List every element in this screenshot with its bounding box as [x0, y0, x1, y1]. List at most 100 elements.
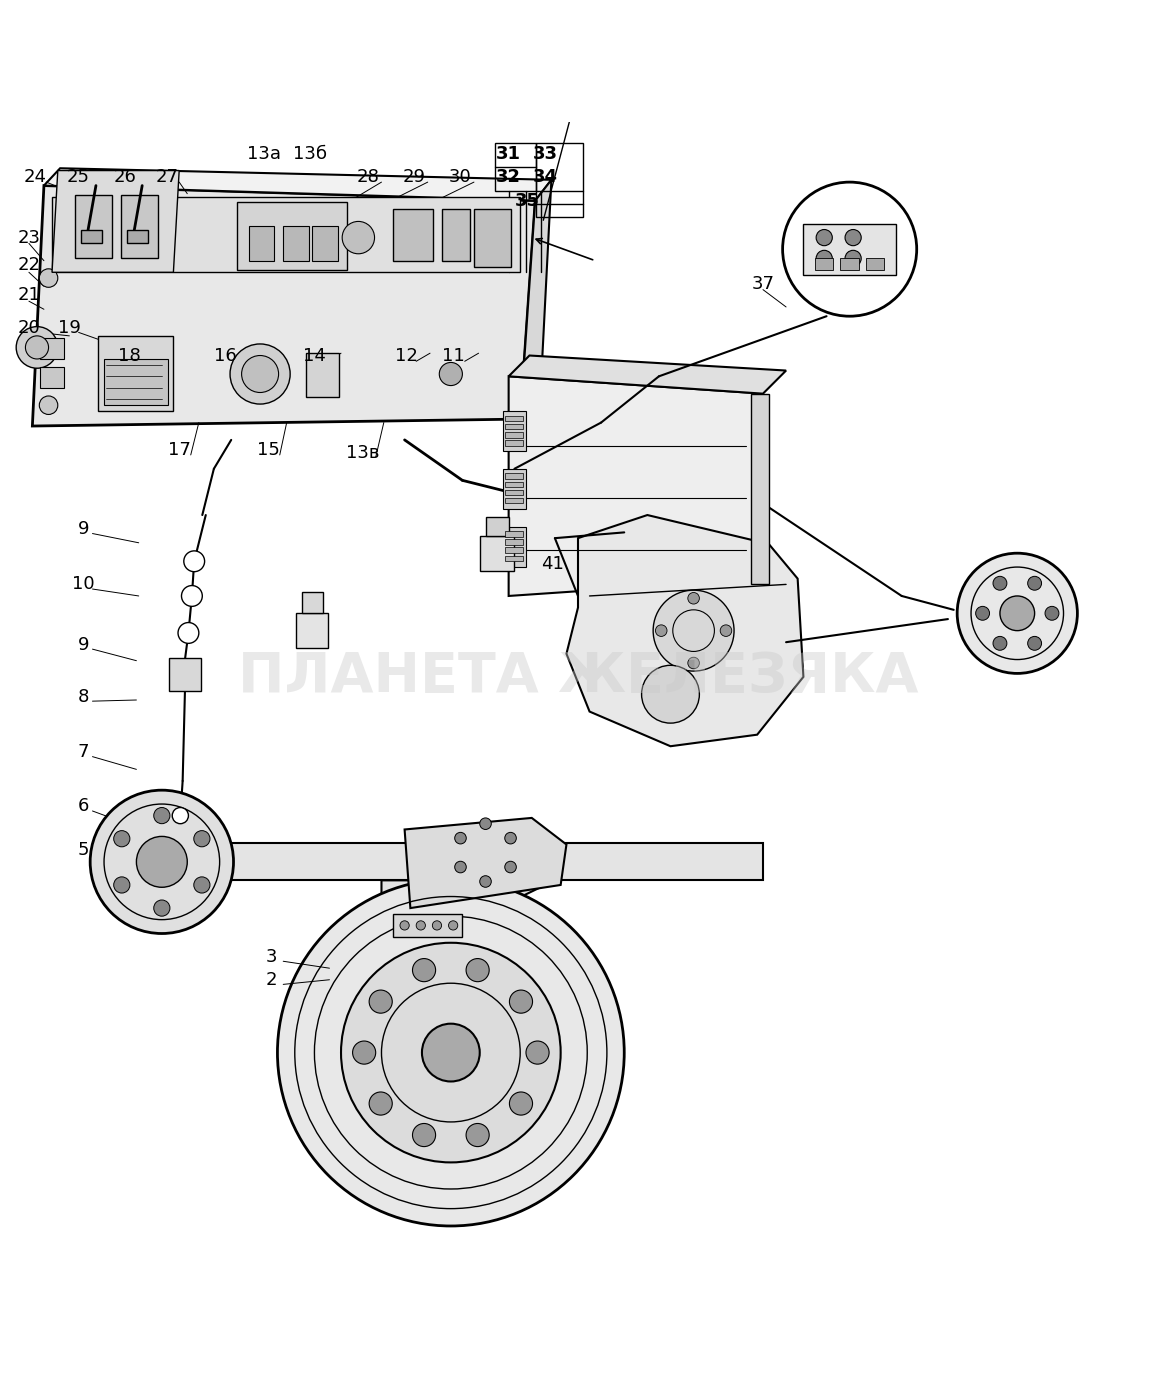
- Circle shape: [454, 833, 466, 844]
- Text: 6: 6: [77, 798, 89, 815]
- Bar: [98, 336, 173, 412]
- Polygon shape: [566, 515, 803, 746]
- Text: 2: 2: [266, 970, 277, 988]
- Circle shape: [341, 942, 561, 1162]
- Circle shape: [510, 990, 533, 1014]
- Text: 22: 22: [17, 256, 40, 274]
- Text: 28: 28: [356, 168, 379, 186]
- Text: 29: 29: [402, 168, 425, 186]
- Circle shape: [993, 637, 1007, 650]
- Bar: [505, 416, 523, 421]
- Text: 19: 19: [58, 319, 81, 337]
- Bar: [505, 531, 523, 538]
- Bar: [503, 469, 526, 510]
- Polygon shape: [509, 377, 763, 596]
- Bar: [503, 526, 526, 567]
- Bar: [283, 225, 309, 260]
- Circle shape: [1028, 637, 1042, 650]
- Circle shape: [449, 921, 458, 930]
- Circle shape: [655, 624, 667, 637]
- Text: 31: 31: [496, 146, 521, 164]
- Text: 11: 11: [442, 347, 465, 364]
- Bar: [505, 440, 523, 445]
- Polygon shape: [52, 171, 179, 272]
- Text: 12: 12: [395, 347, 418, 364]
- Circle shape: [1045, 606, 1059, 620]
- Text: 13в: 13в: [347, 444, 379, 462]
- Bar: [237, 202, 347, 270]
- Bar: [495, 143, 536, 192]
- Bar: [505, 482, 523, 487]
- Circle shape: [194, 830, 210, 847]
- Circle shape: [113, 876, 129, 893]
- Circle shape: [277, 879, 624, 1226]
- Circle shape: [439, 363, 462, 385]
- Circle shape: [526, 1042, 549, 1064]
- Circle shape: [480, 818, 491, 829]
- Text: 13а: 13а: [246, 146, 281, 164]
- Bar: [505, 497, 523, 504]
- Bar: [116, 843, 763, 881]
- Bar: [442, 209, 470, 260]
- Circle shape: [845, 230, 861, 245]
- Circle shape: [178, 623, 199, 644]
- Text: 14: 14: [303, 347, 326, 364]
- Circle shape: [422, 1023, 480, 1081]
- Circle shape: [230, 344, 290, 405]
- Circle shape: [39, 396, 58, 414]
- Bar: [169, 658, 201, 690]
- Circle shape: [172, 808, 188, 823]
- Circle shape: [413, 1123, 436, 1147]
- Circle shape: [505, 833, 517, 844]
- Circle shape: [957, 553, 1077, 673]
- Bar: [75, 195, 112, 259]
- Circle shape: [113, 830, 129, 847]
- Bar: [249, 225, 274, 260]
- Circle shape: [454, 861, 466, 872]
- Circle shape: [400, 921, 409, 930]
- Bar: [393, 209, 434, 260]
- Circle shape: [136, 836, 187, 888]
- Bar: [505, 547, 523, 553]
- Bar: [505, 431, 523, 438]
- Circle shape: [242, 356, 279, 392]
- Circle shape: [480, 876, 491, 888]
- Bar: [840, 259, 859, 270]
- Circle shape: [184, 550, 205, 571]
- Circle shape: [154, 808, 170, 823]
- Bar: [104, 358, 168, 405]
- Bar: [296, 613, 328, 648]
- Bar: [121, 195, 158, 259]
- Text: 5: 5: [77, 841, 89, 860]
- Circle shape: [688, 592, 699, 603]
- Polygon shape: [509, 356, 786, 393]
- Circle shape: [432, 921, 442, 930]
- Bar: [803, 224, 896, 274]
- Text: 9: 9: [77, 519, 89, 538]
- Text: 37: 37: [751, 274, 775, 293]
- Text: 21: 21: [17, 287, 40, 304]
- Text: 8: 8: [77, 687, 89, 706]
- Bar: [486, 518, 509, 536]
- Bar: [81, 230, 102, 244]
- Text: 32: 32: [496, 168, 521, 186]
- Circle shape: [90, 790, 234, 934]
- Circle shape: [816, 230, 832, 245]
- Text: 35: 35: [514, 192, 540, 210]
- Bar: [503, 412, 526, 451]
- Circle shape: [1028, 577, 1042, 591]
- Bar: [751, 393, 769, 584]
- Text: 17: 17: [168, 441, 191, 459]
- Text: 3: 3: [266, 948, 277, 966]
- Polygon shape: [44, 168, 551, 200]
- Text: 18: 18: [118, 347, 141, 364]
- Circle shape: [369, 990, 392, 1014]
- Bar: [127, 230, 148, 244]
- Bar: [393, 914, 462, 937]
- Text: 10: 10: [72, 575, 95, 594]
- Circle shape: [369, 1092, 392, 1116]
- Text: 23: 23: [17, 228, 40, 246]
- Text: 16: 16: [214, 347, 237, 364]
- Circle shape: [783, 182, 917, 316]
- Bar: [312, 225, 338, 260]
